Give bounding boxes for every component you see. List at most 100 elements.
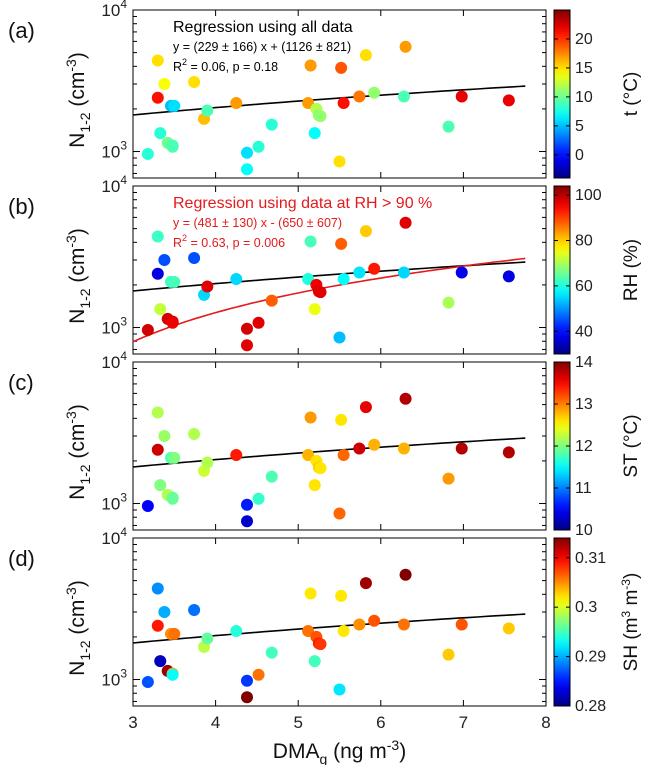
colorbar-tick-label: 0.28 — [575, 698, 606, 715]
data-point — [308, 127, 321, 140]
y-axis-label: N1-2 (cm-3) — [63, 228, 93, 324]
x-tick-label: 8 — [541, 713, 550, 732]
annotation-r2: R2 = 0.63, p = 0.006 — [173, 233, 285, 250]
x-tick-label: 6 — [376, 713, 385, 732]
data-point — [141, 676, 154, 689]
colorbar-tick-label: 13 — [575, 396, 593, 413]
data-point — [502, 270, 515, 283]
data-point — [240, 674, 253, 687]
data-point — [397, 266, 410, 279]
data-point — [230, 97, 243, 110]
x-tick-label: 7 — [459, 713, 468, 732]
data-point — [304, 59, 317, 72]
y-ticks: 103 104 — [101, 173, 546, 350]
annotation-title: Regression using all data — [173, 19, 353, 36]
data-points — [141, 568, 515, 704]
data-point — [265, 294, 278, 307]
data-point — [166, 140, 179, 153]
panel-d: (d) N1-2 (cm-3) 103 104 0.28 0.29 0.3 0.31 SH (m… — [8, 525, 642, 715]
data-point — [337, 625, 350, 638]
data-point — [359, 577, 372, 590]
y-tick-label: 104 — [101, 173, 127, 196]
x-tick-label: 5 — [293, 713, 302, 732]
data-point — [252, 492, 265, 505]
data-point — [166, 668, 179, 681]
data-point — [252, 668, 265, 681]
panel-b: (b) N1-2 (cm-3) 103 104 Regression using dat… — [8, 173, 642, 355]
data-point — [455, 618, 468, 631]
data-point — [359, 225, 372, 238]
data-points — [141, 392, 515, 528]
plot-frame — [132, 361, 547, 531]
data-point — [304, 235, 317, 248]
data-point — [314, 286, 327, 299]
data-point — [240, 498, 253, 511]
panel-label: (b) — [8, 194, 35, 219]
data-point — [154, 479, 167, 492]
data-point — [368, 438, 381, 451]
data-point — [353, 90, 366, 103]
data-points — [141, 216, 515, 352]
y-tick-label: 104 — [101, 525, 127, 548]
colorbar-tick-label: 5 — [575, 118, 584, 135]
data-point — [158, 605, 171, 618]
data-point — [158, 253, 171, 266]
data-point — [333, 331, 346, 344]
data-point — [399, 216, 412, 229]
colorbar-title: ST (°C) — [621, 414, 642, 477]
x-ticks — [132, 538, 547, 706]
data-point — [188, 251, 201, 264]
data-point — [151, 443, 164, 456]
panel-c: (c) N1-2 (cm-3) 103 104 10 11 12 13 14 ST (°C) — [8, 349, 642, 539]
data-point — [201, 104, 214, 117]
y-tick-label: 104 — [101, 349, 127, 372]
data-point — [158, 429, 171, 442]
colorbar-tick-label: 11 — [575, 480, 592, 497]
data-point — [353, 618, 366, 631]
colorbar: 40 60 80 100 RH (%) — [553, 185, 642, 355]
data-point — [335, 237, 348, 250]
panel-label: (d) — [8, 546, 35, 571]
colorbar: 10 11 12 13 14 ST (°C) — [553, 354, 642, 539]
data-point — [240, 339, 253, 352]
data-point — [151, 619, 164, 632]
x-ticks — [132, 362, 547, 530]
data-point — [188, 75, 201, 88]
data-point — [397, 618, 410, 631]
regression-line-all — [133, 613, 526, 644]
regression-line-all — [133, 85, 526, 116]
data-point — [304, 411, 317, 424]
colorbar-title: RH (%) — [621, 239, 642, 301]
colorbar-tick-label: 15 — [575, 60, 593, 77]
x-axis-label: DMAg (ng m-3) — [273, 737, 406, 765]
data-point — [240, 163, 253, 176]
data-point — [308, 655, 321, 668]
data-point — [455, 266, 468, 279]
data-point — [265, 470, 278, 483]
data-point — [314, 638, 327, 651]
data-point — [397, 442, 410, 455]
colorbar-tick-label: 20 — [575, 31, 593, 48]
data-point — [151, 406, 164, 419]
data-point — [359, 49, 372, 62]
annotation-equation: y = (229 ± 166) x + (1126 ± 821) — [173, 40, 351, 54]
data-point — [240, 515, 253, 528]
plot-frame — [132, 537, 547, 707]
data-point — [154, 655, 167, 668]
x-tick-label: 3 — [128, 713, 137, 732]
data-point — [188, 603, 201, 616]
data-point — [304, 587, 317, 600]
data-point — [333, 507, 346, 520]
colorbar-tick-label: 0.29 — [575, 649, 606, 666]
annotation-equation: y = (481 ± 130) x - (650 ± 607) — [173, 216, 342, 230]
colorbar-tick-label: 60 — [575, 278, 593, 295]
data-point — [201, 456, 214, 469]
data-point — [141, 148, 154, 161]
y-ticks: 103 104 — [101, 0, 546, 174]
data-point — [337, 273, 350, 286]
data-point — [359, 401, 372, 414]
data-point — [502, 94, 515, 107]
panel-a: (a) N1-2 (cm-3) 103 104 Regression using all… — [8, 0, 642, 179]
colorbar: 0.28 0.29 0.3 0.31 SH (m3 m-3) — [553, 537, 642, 715]
colorbar-tick-label: 0.31 — [575, 550, 606, 567]
